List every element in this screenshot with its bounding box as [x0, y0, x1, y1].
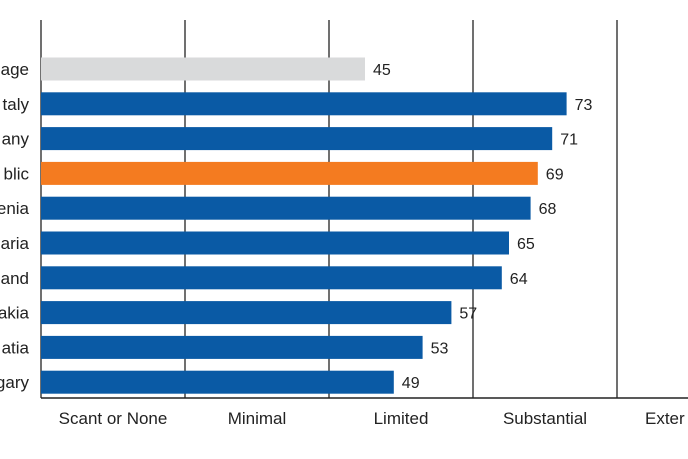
bar-6 — [41, 231, 509, 255]
bar-8 — [41, 301, 452, 325]
category-label-2: taly — [3, 95, 30, 114]
band-labels: Scant or None Minimal Limited Substantial Ex… — [59, 409, 685, 428]
value-label-1: 45 — [373, 62, 391, 79]
value-label-8: 57 — [459, 306, 477, 323]
value-label-6: 65 — [517, 236, 535, 253]
band-label-2: Minimal — [228, 409, 287, 428]
value-label-5: 68 — [539, 201, 557, 218]
bars — [41, 57, 567, 394]
category-label-4: blic — [3, 164, 29, 183]
value-label-9: 53 — [431, 340, 449, 357]
category-label-1: age — [1, 60, 29, 79]
band-label-5: Exter — [645, 409, 685, 428]
category-labels: age taly any blic enia aria and akia atia gary — [0, 60, 30, 392]
bar-5 — [41, 196, 531, 220]
value-labels: 45 73 71 69 68 65 64 57 53 49 — [373, 62, 592, 392]
value-label-4: 69 — [546, 166, 564, 183]
value-label-7: 64 — [510, 271, 528, 288]
category-label-8: akia — [0, 304, 30, 323]
category-label-7: and — [1, 269, 29, 288]
bar-10 — [41, 370, 394, 394]
category-label-9: atia — [2, 338, 30, 357]
bar-2 — [41, 92, 567, 116]
bar-1 — [41, 57, 365, 81]
category-label-3: any — [2, 130, 30, 149]
bar-9 — [41, 335, 423, 359]
bar-3 — [41, 127, 553, 151]
band-label-3: Limited — [374, 409, 429, 428]
bar-4 — [41, 161, 538, 185]
category-label-10: gary — [0, 373, 29, 392]
band-label-4: Substantial — [503, 409, 587, 428]
value-label-10: 49 — [402, 375, 420, 392]
band-label-1: Scant or None — [59, 409, 168, 428]
category-label-6: aria — [1, 234, 30, 253]
value-label-3: 71 — [560, 132, 578, 149]
category-label-5: enia — [0, 199, 30, 218]
bar-7 — [41, 266, 502, 290]
value-label-2: 73 — [575, 97, 593, 114]
